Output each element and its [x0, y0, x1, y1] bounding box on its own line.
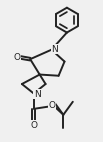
Text: O: O [49, 101, 56, 110]
Text: O: O [13, 53, 20, 62]
Text: N: N [34, 90, 41, 99]
Text: O: O [30, 121, 37, 130]
Text: N: N [51, 45, 58, 54]
